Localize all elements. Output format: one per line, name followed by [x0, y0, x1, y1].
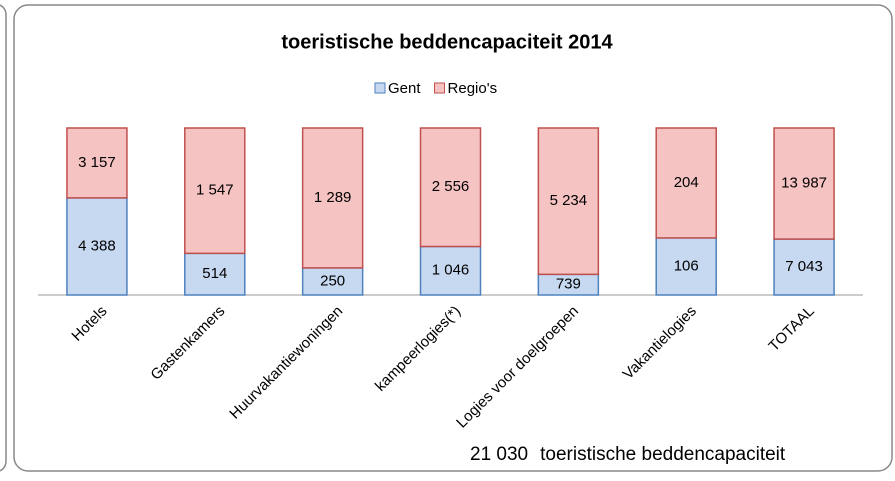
data-label: 1 046: [432, 262, 470, 279]
data-label: 5 234: [550, 192, 588, 209]
bar-segment: [66, 197, 128, 296]
legend-label: Gent: [388, 80, 421, 97]
legend-label: Regio's: [448, 80, 498, 97]
bar-segment: [773, 238, 835, 296]
annotation-value: 21 030: [470, 444, 528, 465]
bar-segment: [655, 127, 717, 239]
data-label: 1 547: [196, 182, 234, 199]
data-label: 2 556: [432, 178, 470, 195]
bar-segment: [184, 252, 246, 296]
data-label: 3 157: [78, 154, 116, 171]
data-label: 106: [674, 257, 699, 274]
bar-segment: [184, 127, 246, 255]
data-label: 4 388: [78, 237, 116, 254]
data-label: 1 289: [314, 189, 352, 206]
bar-segment: [537, 127, 600, 276]
bar-segment: [301, 127, 364, 269]
neighbor-frame: [0, 4, 7, 472]
chart-title: toeristische beddencapaciteit 2014: [281, 31, 613, 53]
legend-swatch: [434, 82, 446, 94]
data-label: 514: [202, 265, 227, 282]
annotation: 21 030 toeristische beddencapaciteit: [470, 444, 786, 465]
annotation-text: toeristische beddencapaciteit: [540, 444, 786, 465]
bar-segment: [419, 245, 482, 296]
bar-segment: [773, 127, 835, 240]
data-label: 13 987: [781, 175, 827, 192]
data-label: 204: [674, 174, 699, 191]
bar-segment: [66, 127, 128, 199]
bar-segment: [301, 267, 364, 296]
data-label: 250: [320, 272, 345, 289]
bar-segment: [419, 127, 482, 248]
data-label: 739: [556, 276, 581, 293]
data-label: 7 043: [785, 258, 823, 275]
legend-swatch: [374, 82, 386, 94]
